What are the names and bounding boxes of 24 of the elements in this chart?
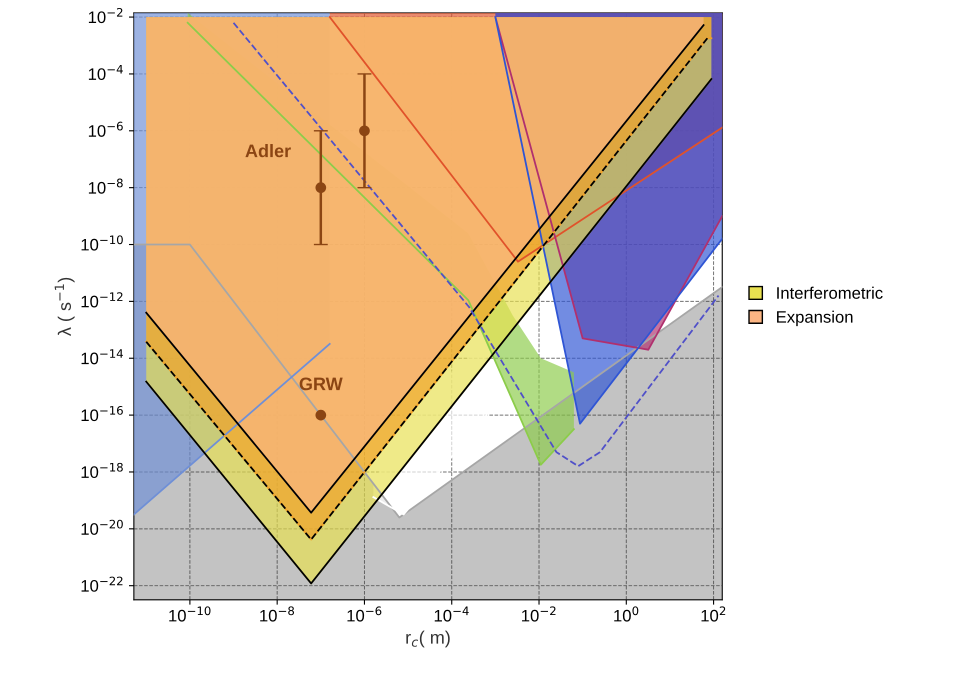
x-tick-label: 10$^{−6}$: [347, 606, 382, 622]
x-tick-label: 10$^{−2}$: [522, 606, 556, 622]
x-tick-label: 10$^{−8}$: [260, 606, 294, 622]
x-tick-label: 10$^{2}$: [702, 606, 726, 622]
y-tick-label: 10$^{−14}$: [82, 349, 123, 364]
x-tick-label: 10$^{−10}$: [169, 606, 211, 622]
annotation: Adler: [245, 144, 291, 158]
y-tick-label: 10$^{−2}$: [88, 8, 122, 24]
y-tick-label: 10$^{−6}$: [88, 122, 123, 137]
y-tick-label: 10$^{−20}$: [82, 520, 123, 535]
y-tick-label: 10$^{−10}$: [82, 235, 123, 251]
y-axis-title: λ ( s$^{−1}$): [54, 278, 75, 336]
x-axis-title: r$_{c}$( m): [406, 630, 450, 648]
y-tick-label: 10$^{−22}$: [82, 576, 122, 592]
x-tick-label: 10$^{0}$: [614, 606, 638, 622]
legend-label: Interferometric: [777, 286, 883, 299]
legend-label: Expansion: [777, 310, 852, 326]
x-tick-label: 10$^{−4}$: [434, 606, 469, 622]
y-tick-label: 10$^{−12}$: [82, 292, 122, 308]
y-tick-label: 10$^{−8}$: [88, 178, 123, 194]
y-tick-label: 10$^{−4}$: [88, 64, 123, 80]
y-tick-label: 10$^{−18}$: [82, 462, 123, 478]
y-tick-label: 10$^{−16}$: [82, 406, 123, 422]
annotation: GRW: [300, 378, 343, 390]
